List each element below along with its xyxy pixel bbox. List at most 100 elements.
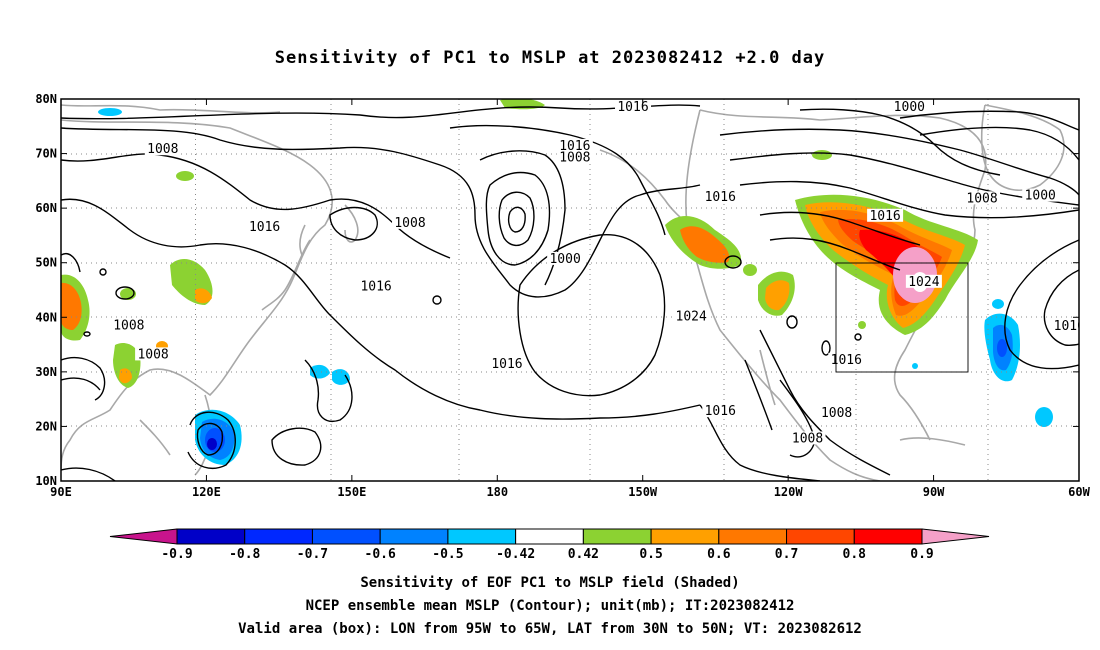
contour-label: 1008 (394, 216, 425, 231)
contour-label-bg (702, 190, 739, 204)
caption-valid-area: Valid area (box): LON from 95W to 65W, L… (238, 621, 862, 637)
caption-contour: NCEP ensemble mean MSLP (Contour); unit(… (305, 598, 795, 614)
contour-label: 1008 (966, 191, 997, 206)
lon-tick-label: 150W (628, 485, 658, 499)
lon-tick-label: 60W (1068, 485, 1090, 499)
colorbar-over-triangle (921, 528, 990, 545)
colorbar-segment (650, 528, 720, 545)
contour-label: 1024 (908, 275, 939, 290)
colorbar-label: -0.42 (496, 547, 535, 562)
contour-label-bg (110, 318, 147, 332)
contour-label: 1008 (137, 347, 168, 362)
contour-label: 1016 (249, 220, 280, 235)
contour-label: 1016 (360, 280, 391, 295)
contour-label: 1008 (792, 431, 823, 446)
colorbar-label: -0.8 (229, 547, 260, 562)
contour-label-bg (615, 100, 652, 114)
lat-tick-label: 20N (35, 419, 57, 433)
contour-label-bg (1022, 188, 1059, 202)
contour-label-bg (392, 215, 429, 229)
contour-label: 1008 (113, 318, 144, 333)
lon-tick-label: 120W (774, 485, 804, 499)
colorbar-label: 0.5 (639, 547, 662, 562)
contour-label-bg (964, 191, 1001, 205)
map-axes: 90E 120E 150E 180 150W 120W 90W 60W 80N 70N 60N 50N… (35, 92, 1090, 499)
contour-label: 1024 (676, 310, 707, 325)
page-title: Sensitivity of PC1 to MSLP at 2023082412… (274, 48, 826, 68)
lon-tick-label: 120E (192, 485, 221, 499)
contour-label-bg (702, 404, 739, 418)
colorbar-label: 0.42 (568, 547, 599, 562)
lat-tick-label: 40N (35, 310, 57, 324)
contour-label-bg (828, 352, 865, 366)
map-frame (60, 98, 1080, 482)
lat-tick-label: 50N (35, 256, 57, 270)
contour-label: 1016 (705, 404, 736, 419)
contour-label: 1016 (831, 353, 862, 368)
colorbar-under-triangle (109, 528, 178, 545)
contour-label-bg (358, 279, 395, 293)
lat-tick-label: 30N (35, 365, 57, 379)
lon-tick-label: 90W (923, 485, 945, 499)
contour-label-bg (891, 100, 928, 114)
contour-label-bg (867, 208, 904, 222)
lon-tick-label: 90E (50, 485, 72, 499)
valid-area-box (835, 262, 969, 373)
contour-label: 1016 (491, 357, 522, 372)
contour-label-bg (135, 347, 172, 361)
colorbar-label: -0.9 (161, 547, 192, 562)
colorbar-segment (718, 528, 788, 545)
contour-label-bg (556, 150, 593, 164)
contour-label: 1000 (894, 100, 925, 115)
colorbar-segment (379, 528, 449, 545)
colorbar-label: 0.6 (707, 547, 731, 562)
contour-label-bg (488, 357, 525, 371)
contour-label-bg (818, 405, 855, 419)
contour-label: 1016 (559, 139, 590, 154)
contour-label-bg (144, 142, 181, 156)
colorbar-segment (515, 528, 584, 545)
lat-tick-label: 10N (35, 474, 57, 488)
contour-label-bg (905, 274, 942, 288)
contour-label-bg (1051, 319, 1079, 333)
contour-label: 1000 (549, 252, 580, 267)
lon-tick-label: 180 (486, 485, 508, 499)
colorbar-segment (853, 528, 923, 545)
contour-label: 1016 (1054, 319, 1085, 334)
colorbar: -0.9 -0.8 -0.7 -0.6 -0.5 -0.42 0.42 0.5 0.6 0.7 0.… (109, 528, 990, 562)
colorbar-label: 0.7 (775, 547, 798, 562)
graticule-grid (61, 99, 1079, 481)
colorbar-segment (244, 528, 313, 545)
colorbar-label: 0.8 (843, 547, 867, 562)
colorbar-label: -0.7 (297, 547, 328, 562)
colorbar-segment (176, 528, 246, 545)
lat-tick-label: 70N (35, 147, 57, 161)
contour-label: 1008 (559, 150, 590, 165)
contour-label: 1016 (705, 190, 736, 205)
contour-label: 1016 (617, 100, 648, 115)
lat-tick-label: 60N (35, 201, 57, 215)
lon-tick-label: 150E (337, 485, 366, 499)
sensitivity-shading (61, 99, 1053, 465)
colorbar-segment (447, 528, 517, 545)
caption-shading: Sensitivity of EOF PC1 to MSLP field (Sh… (360, 575, 740, 591)
colorbar-segment (786, 528, 855, 545)
contour-label-bg (547, 251, 584, 265)
contour-label-bg (556, 138, 593, 152)
lat-tick-label: 80N (35, 92, 57, 106)
contour-label: 1008 (821, 406, 852, 421)
colorbar-segment (311, 528, 381, 545)
colorbar-label: 0.9 (910, 547, 933, 562)
contour-label-bg (789, 431, 826, 445)
contour-label: 1008 (147, 142, 178, 157)
contour-label-bg (673, 309, 710, 323)
colorbar-segment (582, 528, 652, 545)
colorbar-label: -0.6 (365, 547, 396, 562)
colorbar-label: -0.5 (432, 547, 463, 562)
contour-label: 1000 (1025, 189, 1056, 204)
contour-label: 1016 (869, 209, 900, 224)
contour-label-bg (246, 220, 283, 234)
